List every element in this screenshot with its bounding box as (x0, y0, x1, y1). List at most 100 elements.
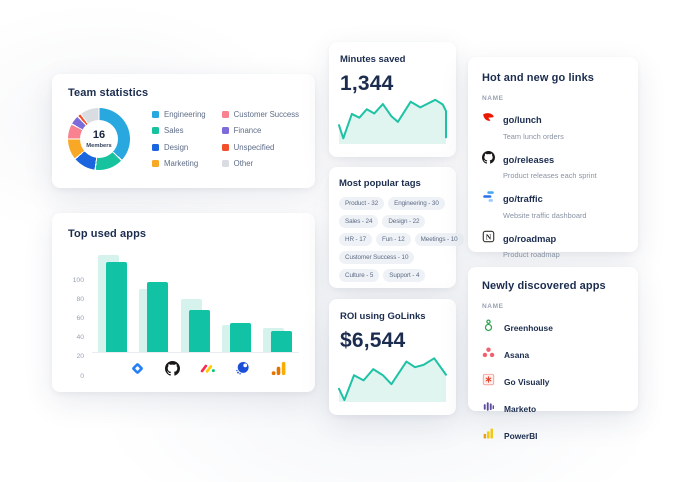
tag-pill[interactable]: Sales - 24 (339, 215, 379, 228)
hot-new-golinks-title: Hot and new go links (482, 72, 595, 84)
bar-primary (229, 323, 251, 352)
google-analytics-icon (263, 361, 293, 376)
bar-primary (271, 331, 292, 352)
legend-item-design: Design (152, 143, 206, 152)
legend-label: Customer Success (233, 109, 300, 119)
doordash-icon (482, 111, 495, 129)
minutes-saved-sparkline (339, 97, 446, 144)
golink-name[interactable]: go/releases (503, 154, 555, 165)
spark-minutes (339, 97, 446, 144)
asana-icon (482, 346, 495, 364)
tag-pill[interactable]: Fun - 12 (376, 233, 411, 246)
golinks-name-header: NAME (482, 95, 504, 102)
traffic-bars-icon (482, 190, 495, 208)
minutes-saved-value: 1,344 (340, 72, 394, 95)
top-used-apps-card: Top used apps 0 20 40 60 80 100 (52, 213, 315, 392)
legend-item-unspecified: Unspecified (221, 142, 299, 152)
roi-title: ROI using GoLinks (340, 311, 426, 322)
golink-row-lunch[interactable]: go/lunch Team lunch orders (482, 111, 624, 141)
tag-pill[interactable]: Customer Success - 10 (339, 251, 415, 264)
greenhouse-icon (482, 319, 495, 337)
legend-item-marketing: Marketing (152, 159, 206, 168)
hot-new-golinks-card: Hot and new go links NAME go/lunch Team … (468, 57, 638, 299)
legend-item-sales: Sales (152, 126, 206, 135)
top-used-apps-title: Top used apps (68, 228, 147, 240)
legend-swatch (152, 110, 159, 118)
newly-discovered-apps-card: Newly discovered apps NAME Greenhouse As… (468, 267, 638, 441)
golink-row-releases[interactable]: go/releases Product releases each sprint (482, 150, 624, 180)
legend-label: Unspecified (233, 142, 275, 152)
legend-label: Sales (164, 126, 184, 136)
tag-list: Product - 32 Engineering - 30 Sales - 24 D… (339, 197, 464, 282)
newapp-name[interactable]: PowerBI (504, 431, 538, 441)
legend-label: Finance (233, 126, 262, 136)
legend-item-customer-success: Customer Success (221, 109, 300, 119)
y-axis: 0 20 40 60 80 100 (72, 277, 84, 380)
legend-item-other: Other (221, 159, 299, 169)
svg-text:N: N (486, 232, 492, 241)
roi-sparkline (339, 355, 446, 402)
bar-group (221, 252, 252, 352)
golink-row-traffic[interactable]: go/traffic Website traffic dashboard (482, 190, 624, 220)
go-visually-icon (482, 373, 495, 391)
monday-icon (193, 361, 223, 376)
tag-pill[interactable]: Culture - 5 (339, 269, 380, 282)
tag-pill[interactable]: Engineering - 30 (388, 197, 445, 210)
newapp-row-asana[interactable]: Asana (482, 346, 624, 364)
team-statistics-title: Team statistics (68, 87, 149, 99)
minutes-saved-card: Minutes saved 1,344 (329, 42, 456, 157)
golink-row-roadmap[interactable]: N go/roadmap Product roadmap (482, 230, 624, 259)
newly-discovered-apps-title: Newly discovered apps (482, 280, 606, 292)
bar-primary (188, 310, 210, 352)
newapp-row-go-visually[interactable]: Go Visually (482, 373, 624, 391)
github-icon (157, 361, 187, 376)
legend-swatch (221, 127, 229, 135)
legend-label: Other (233, 159, 254, 169)
newapp-name[interactable]: Asana (504, 350, 530, 360)
legend-label: Marketing (164, 159, 199, 169)
bar-chart (92, 252, 299, 353)
roi-card: ROI using GoLinks $6,544 (329, 299, 456, 415)
legend-swatch (221, 143, 229, 151)
tag-pill[interactable]: HR - 17 (339, 233, 372, 246)
golink-name[interactable]: go/roadmap (503, 233, 557, 244)
most-popular-tags-title: Most popular tags (339, 178, 421, 189)
bar-primary (147, 282, 169, 352)
notion-icon: N (482, 230, 495, 248)
team-donut-chart: 16 Members (68, 108, 130, 170)
legend-swatch (152, 160, 159, 168)
newapp-row-marketo[interactable]: Marketo (482, 400, 624, 418)
newapps-name-header: NAME (482, 303, 504, 310)
jira-icon (122, 361, 152, 376)
newapp-row-greenhouse[interactable]: Greenhouse (482, 319, 624, 337)
marketo-icon (482, 400, 495, 418)
golink-desc: Team lunch orders (503, 131, 564, 141)
newapp-name[interactable]: Greenhouse (504, 323, 553, 333)
bar-group (263, 252, 293, 352)
bar-group (139, 252, 169, 352)
github-icon (482, 150, 495, 169)
team-statistics-card: Team statistics 16 Members Engineering S… (52, 74, 315, 188)
golink-desc: Product releases each sprint (503, 171, 597, 180)
tag-pill[interactable]: Design - 22 (382, 215, 426, 228)
legend-swatch (152, 127, 159, 135)
tag-pill[interactable]: Meetings - 10 (414, 233, 464, 246)
newapp-name[interactable]: Go Visually (504, 377, 550, 387)
team-legend: Engineering Sales Design Marketing Custo… (152, 109, 300, 169)
golink-name[interactable]: go/traffic (503, 194, 543, 204)
member-count-label: Members (86, 142, 112, 149)
newapp-name[interactable]: Marketo (504, 404, 537, 414)
legend-label: Engineering (164, 109, 206, 119)
golink-desc: Website traffic dashboard (503, 210, 587, 220)
spark-roi (339, 355, 446, 402)
bar-group (180, 252, 211, 352)
app-icons-row (116, 361, 299, 376)
tag-pill[interactable]: Support - 4 (383, 269, 426, 282)
tag-pill[interactable]: Product - 32 (339, 197, 385, 210)
golink-name[interactable]: go/lunch (503, 115, 542, 125)
bar-group (98, 252, 128, 352)
legend-item-engineering: Engineering (152, 110, 206, 119)
newapp-row-powerbi[interactable]: PowerBI (482, 427, 624, 445)
golink-desc: Product roadmap (503, 250, 560, 259)
